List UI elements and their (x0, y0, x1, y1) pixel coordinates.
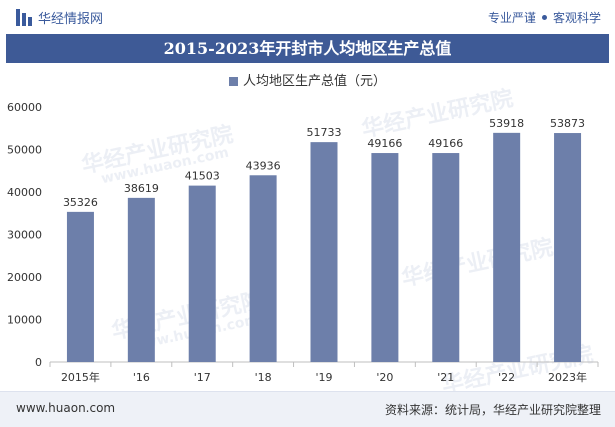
brand-name: 华经情报网 (38, 12, 104, 27)
y-tick-label: 50000 (7, 144, 42, 157)
x-tick-label: '19 (315, 371, 332, 384)
x-tick-label: '21 (437, 371, 454, 384)
data-label: 49166 (367, 137, 402, 150)
y-tick-label: 20000 (7, 271, 42, 284)
slogan: 专业严谨 客观科学 (488, 9, 601, 26)
y-tick-label: 40000 (7, 186, 42, 199)
x-tick-label: '20 (376, 371, 393, 384)
footer-url: www.huaon.com (16, 401, 116, 415)
x-tick-label: '16 (133, 371, 150, 384)
x-tick-label: 2015年 (61, 370, 100, 384)
bar (310, 142, 338, 362)
bar (493, 132, 521, 362)
y-tick-label: 30000 (7, 229, 42, 242)
bar (127, 197, 155, 362)
data-label: 51733 (307, 126, 342, 139)
x-tick-label: '18 (255, 371, 272, 384)
data-label: 38619 (124, 182, 159, 195)
bar (371, 153, 399, 362)
legend-swatch (228, 77, 238, 86)
bar (432, 153, 460, 362)
data-label: 53918 (489, 117, 524, 130)
huajing-logo-icon (16, 9, 32, 26)
bar (554, 133, 582, 362)
bar (66, 211, 94, 362)
data-label: 35326 (63, 196, 98, 209)
bar (249, 175, 277, 362)
dot-separator-icon (541, 15, 547, 20)
top-bar: 华经情报网 专业严谨 客观科学 (0, 0, 615, 34)
bar (188, 185, 216, 362)
data-label: 49166 (428, 137, 463, 150)
x-tick-label: '22 (498, 371, 515, 384)
data-label: 43936 (246, 159, 281, 172)
source-note: 资料来源：统计局，华经产业研究院整理 (384, 403, 601, 417)
y-tick-label: 10000 (7, 314, 42, 327)
legend: 人均地区生产总值（元） (0, 70, 615, 89)
x-tick-label: 2023年 (548, 370, 587, 384)
footer: www.huaon.com 资料来源：统计局，华经产业研究院整理 (0, 391, 615, 427)
legend-label: 人均地区生产总值（元） (242, 74, 386, 89)
slogan-left: 专业严谨 (487, 11, 536, 25)
y-tick-label: 0 (35, 356, 42, 369)
y-tick-label: 60000 (7, 101, 42, 114)
bar-chart: 0 10000 20000 30000 40000 50000 60000 35326 2015… (7, 101, 599, 384)
data-label: 53873 (550, 117, 585, 130)
x-tick-label: '17 (194, 371, 211, 384)
chart-title: 2015-2023年开封市人均地区生产总值 (6, 34, 609, 63)
data-label: 41503 (185, 170, 220, 183)
slogan-right: 客观科学 (552, 11, 601, 25)
